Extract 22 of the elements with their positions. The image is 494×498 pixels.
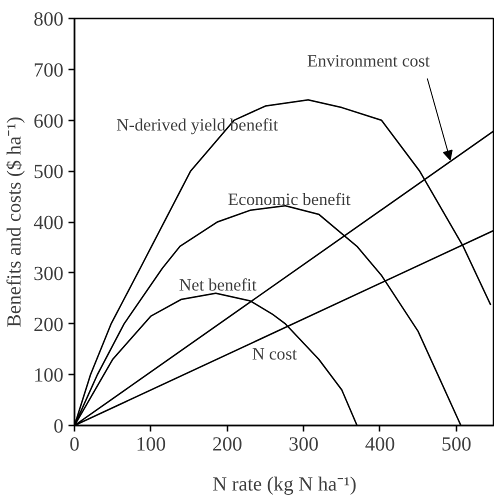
series-label: N-derived yield benefit [116, 115, 278, 134]
series-label: Net benefit [179, 276, 257, 295]
y-tick-label: 700 [34, 59, 64, 82]
annotation: Environment cost [307, 52, 430, 71]
y-tick-label: 600 [34, 110, 64, 132]
y-tick-label: 800 [34, 8, 64, 30]
y-tick-label: 100 [34, 364, 64, 387]
y-axis-title: Benefits and costs ($ ha⁻¹) [4, 116, 26, 328]
x-tick-label: 400 [364, 434, 395, 456]
x-tick-label: 200 [212, 434, 242, 456]
x-tick-label: 0 [70, 434, 80, 456]
x-axis-title: N rate (kg N ha⁻¹) [212, 474, 357, 496]
y-tick-label: 400 [34, 212, 64, 234]
series-label: N cost [252, 344, 298, 364]
y-tick-label: 500 [34, 161, 64, 184]
x-tick-label: 300 [288, 434, 319, 456]
y-tick-label: 300 [34, 262, 64, 285]
y-tick-label: 0 [54, 416, 64, 438]
series-label: Economic benefit [228, 190, 351, 210]
y-tick-label: 200 [34, 314, 64, 336]
x-tick-label: 100 [136, 434, 166, 456]
x-tick-label: 500 [441, 434, 472, 456]
